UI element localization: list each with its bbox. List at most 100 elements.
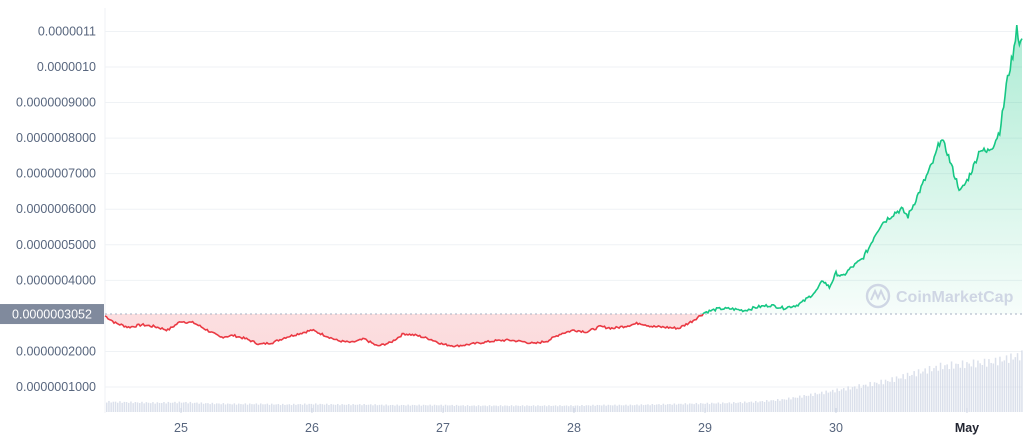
volume-bar — [537, 405, 539, 412]
volume-bar — [539, 405, 541, 412]
volume-bar — [957, 363, 959, 412]
volume-bar — [444, 404, 447, 412]
volume-bar — [365, 404, 368, 412]
volume-bar — [123, 401, 126, 412]
volume-bar — [264, 404, 266, 412]
volume-bar — [438, 405, 440, 412]
volume-bar — [706, 402, 709, 412]
volume-bar — [161, 403, 163, 412]
volume-bar — [737, 402, 739, 412]
volume-bar — [187, 403, 189, 412]
volume-bar — [486, 406, 489, 412]
volume-bar — [504, 405, 506, 412]
volume-bar — [323, 404, 326, 412]
volume-bar — [904, 379, 907, 412]
volume-bar — [429, 404, 431, 412]
volume-bar — [576, 405, 579, 412]
volume-bar — [961, 360, 964, 412]
volume-bar — [609, 405, 612, 412]
volume-bar — [367, 404, 370, 412]
volume-bar — [975, 367, 977, 412]
volume-bar — [660, 405, 662, 412]
volume-bar — [471, 405, 473, 412]
volume-bar — [227, 403, 229, 412]
volume-bar — [972, 359, 975, 412]
volume-bar — [772, 400, 775, 412]
volume-bar — [834, 392, 836, 412]
volume-bar — [497, 406, 500, 412]
volume-bar — [433, 404, 436, 412]
volume-bar — [933, 368, 935, 412]
volume-bar — [810, 393, 812, 412]
volume-bar — [988, 359, 990, 412]
volume-bar — [614, 404, 616, 412]
volume-bar — [757, 402, 759, 412]
volume-bar — [640, 404, 643, 412]
volume-bar — [1012, 359, 1014, 412]
volume-bar — [950, 361, 953, 412]
volume-bar — [460, 405, 462, 412]
volume-bar — [231, 404, 233, 412]
volume-bar — [568, 406, 570, 412]
volume-bar — [141, 401, 143, 412]
volume-bar — [774, 400, 777, 412]
volume-bar — [488, 405, 491, 412]
volume-bar — [627, 405, 629, 412]
volume-bar — [891, 377, 893, 412]
volume-bar — [416, 405, 418, 412]
volume-bar — [150, 403, 152, 412]
volume-bar — [928, 365, 931, 412]
volume-bar — [524, 406, 526, 412]
volume-bar — [935, 365, 937, 412]
volume-bar — [856, 388, 858, 412]
volume-bar — [931, 371, 933, 412]
volume-bar — [132, 403, 134, 412]
volume-bar — [741, 403, 744, 412]
volume-bar — [451, 404, 453, 412]
volume-bar — [893, 381, 896, 412]
volume-bar — [464, 406, 467, 412]
volume-bar — [240, 404, 242, 412]
volume-bar — [425, 405, 427, 412]
volume-bar — [900, 378, 902, 412]
volume-bar — [579, 406, 581, 412]
volume-bar — [473, 405, 475, 412]
x-tick-label: 26 — [305, 421, 319, 435]
volume-bar — [557, 406, 559, 412]
volume-bar — [262, 404, 264, 412]
volume-bar — [253, 404, 255, 412]
volume-bar — [867, 386, 869, 412]
volume-bar — [297, 404, 299, 412]
volume-bar — [620, 405, 623, 412]
volume-bar — [851, 387, 854, 412]
volume-bar — [823, 394, 825, 412]
volume-bar — [277, 403, 280, 412]
volume-bar — [979, 363, 981, 412]
volume-bar — [686, 404, 689, 412]
volume-bar — [194, 402, 196, 412]
volume-bar — [733, 402, 735, 412]
volume-bar — [172, 402, 174, 412]
volume-bar — [942, 369, 944, 412]
x-tick-label: May — [955, 421, 979, 435]
volume-bar — [321, 404, 324, 412]
volume-bar — [990, 362, 992, 412]
volume-bar — [827, 392, 830, 412]
volume-bar — [363, 404, 365, 412]
volume-bar — [477, 405, 480, 412]
volume-bar — [946, 364, 948, 412]
volume-bar — [205, 403, 207, 412]
volume-bar — [726, 403, 728, 412]
volume-bar — [209, 404, 211, 412]
volume-bar — [376, 405, 379, 412]
volume-bar — [165, 403, 167, 412]
volume-bar — [286, 404, 288, 412]
volume-bar — [389, 405, 392, 412]
volume-bar — [658, 404, 660, 412]
volume-bar — [572, 406, 574, 412]
volume-bar — [898, 378, 900, 412]
volume-bar — [884, 379, 887, 412]
volume-bar — [453, 405, 456, 412]
volume-bar — [999, 356, 1001, 412]
volume-bar — [592, 404, 594, 412]
